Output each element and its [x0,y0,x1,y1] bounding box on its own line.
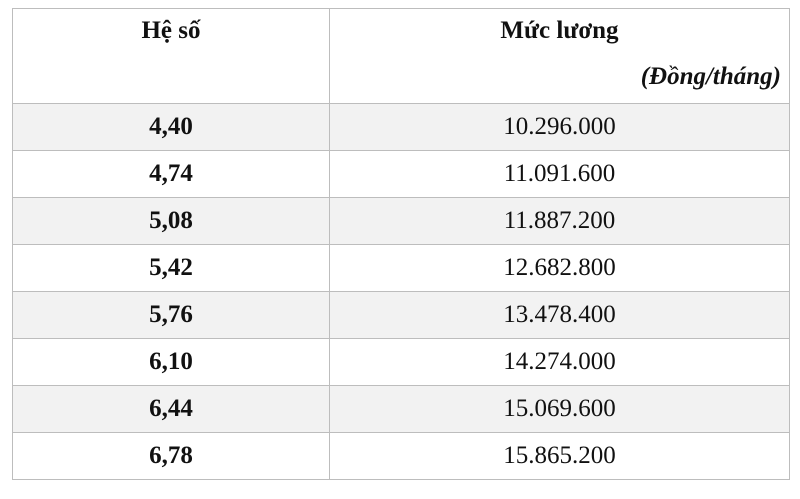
table-row: 4,74 11.091.600 [12,150,790,198]
table-body: 4,40 10.296.000 4,74 11.091.600 5,08 11.887.2… [12,103,790,480]
header-row: Hệ số Mức lương (Đồng/tháng) [12,8,790,104]
coefficient-cell: 6,44 [12,385,330,433]
salary-cell: 15.865.200 [329,432,790,480]
salary-cell: 12.682.800 [329,244,790,292]
coefficient-cell: 5,76 [12,291,330,339]
header-cell: Mức lương (Đồng/tháng) [329,8,790,104]
coefficient-cell: 4,40 [12,103,330,151]
header-text: Hệ số [141,17,201,44]
header-cell: Hệ số [12,8,330,104]
table-row: 6,10 14.274.000 [12,338,790,386]
table-row: 4,40 10.296.000 [12,103,790,151]
table-row: 6,44 15.069.600 [12,385,790,433]
coefficient-cell: 6,78 [12,432,330,480]
coefficient-cell: 4,74 [12,150,330,198]
salary-cell: 13.478.400 [329,291,790,339]
coefficient-cell: 5,08 [12,197,330,245]
table-row: 5,76 13.478.400 [12,291,790,339]
salary-cell: 11.887.200 [329,197,790,245]
salary-cell: 14.274.000 [329,338,790,386]
salary-cell: 15.069.600 [329,385,790,433]
table-header: Hệ số Mức lương (Đồng/tháng) [12,8,790,104]
coefficient-cell: 5,42 [12,244,330,292]
salary-table: Hệ số Mức lương (Đồng/tháng) 4,40 10.296.0… [12,8,790,480]
table-row: 5,08 11.887.200 [12,197,790,245]
salary-cell: 11.091.600 [329,150,790,198]
salary-cell: 10.296.000 [329,103,790,151]
coefficient-cell: 6,10 [12,338,330,386]
table-row: 6,78 15.865.200 [12,432,790,480]
table-row: 5,42 12.682.800 [12,244,790,292]
unit-text: (Đồng/tháng) [640,63,781,90]
header-text: Mức lương [500,17,619,44]
